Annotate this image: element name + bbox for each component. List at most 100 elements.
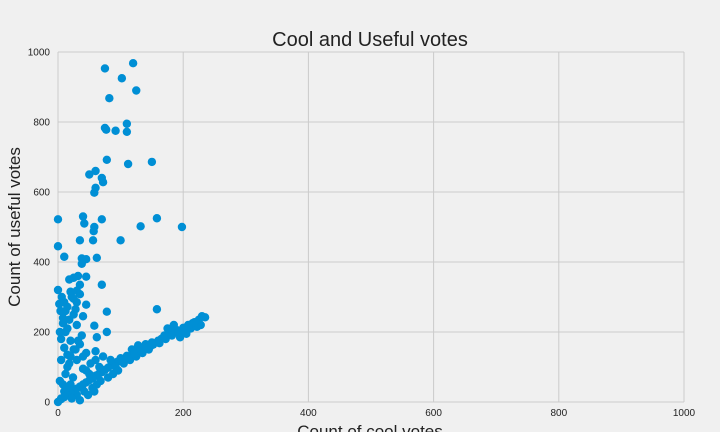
x-axis-label: Count of cool votes: [297, 422, 443, 432]
scatter-point: [85, 170, 94, 179]
scatter-point: [72, 298, 81, 307]
x-tick-label: 1000: [673, 408, 696, 419]
y-tick-label: 600: [33, 188, 50, 199]
scatter-point: [155, 339, 164, 348]
x-tick-label: 600: [425, 408, 442, 419]
scatter-point: [167, 331, 177, 340]
scatter-point: [102, 125, 111, 134]
scatter-point: [77, 331, 86, 340]
scatter-point: [128, 59, 138, 68]
scatter-point: [60, 343, 69, 352]
scatter-point: [61, 327, 70, 337]
x-tick-label: 800: [550, 408, 567, 419]
scatter-point: [98, 178, 108, 187]
scatter-point: [56, 306, 65, 316]
scatter-point: [66, 352, 75, 361]
data-points: [53, 59, 210, 407]
scatter-point: [66, 336, 75, 345]
scatter-point: [61, 369, 70, 379]
scatter-point: [122, 127, 132, 136]
scatter-point: [60, 252, 69, 261]
scatter-point: [142, 343, 152, 353]
scatter-point: [56, 395, 66, 404]
scatter-point: [97, 280, 107, 289]
scatter-point: [190, 318, 199, 327]
y-tick-label: 0: [44, 398, 50, 409]
chart-title: Cool and Useful votes: [272, 29, 468, 51]
scatter-point: [106, 355, 115, 365]
scatter-point: [163, 324, 172, 333]
scatter-point: [173, 328, 183, 337]
scatter-point: [58, 313, 68, 323]
scatter-point: [105, 94, 114, 103]
scatter-point: [75, 290, 85, 299]
scatter-point: [113, 366, 123, 375]
scatter-point: [96, 376, 105, 386]
scatter-point: [116, 236, 125, 245]
scatter-point: [91, 347, 100, 356]
scatter-point: [78, 212, 88, 221]
scatter-point: [72, 355, 81, 365]
scatter-point: [78, 312, 88, 321]
scatter-point: [67, 394, 76, 403]
scatter-point: [122, 119, 132, 128]
scatter-point: [90, 387, 99, 396]
scatter-point: [152, 305, 162, 314]
scatter-point: [75, 396, 85, 405]
y-tick-label: 1000: [28, 48, 51, 59]
scatter-point: [53, 215, 63, 224]
scatter-point: [117, 356, 127, 365]
scatter-point: [92, 253, 102, 262]
scatter-point: [57, 292, 66, 302]
scatter-point: [72, 320, 81, 330]
scatter-point: [184, 320, 193, 330]
scatter-point: [92, 333, 102, 342]
scatter-point: [152, 214, 162, 223]
x-tick-label: 200: [175, 408, 192, 419]
y-axis-ticks: 0 200 400 600 800 1000: [28, 48, 51, 409]
scatter-point: [97, 215, 107, 224]
scatter-point: [86, 359, 95, 368]
scatter-point: [147, 157, 157, 167]
x-axis-ticks: 0 200 400 600 800 1000: [55, 408, 695, 419]
scatter-point: [161, 334, 170, 344]
scatter-point: [83, 390, 93, 400]
scatter-point: [65, 359, 74, 368]
scatter-point: [90, 188, 99, 197]
scatter-point: [123, 159, 133, 169]
scatter-point: [91, 166, 100, 176]
scatter-point: [88, 236, 98, 245]
y-tick-label: 200: [33, 328, 50, 339]
scatter-point: [98, 352, 108, 361]
scatter-point: [71, 345, 80, 354]
scatter-point: [78, 352, 88, 361]
scatter-point: [75, 236, 85, 245]
scatter-point: [77, 259, 86, 268]
scatter-point: [90, 321, 99, 330]
scatter-point: [123, 353, 133, 362]
scatter-point: [62, 383, 71, 393]
scatter-point: [102, 307, 112, 316]
scatter-point: [56, 355, 66, 365]
scatter-point: [80, 219, 89, 228]
scatter-point: [148, 340, 158, 349]
scatter-point: [111, 126, 120, 135]
scatter-point: [81, 300, 91, 309]
x-tick-label: 400: [300, 408, 317, 419]
scatter-point: [65, 275, 74, 284]
scatter-point: [132, 86, 141, 95]
scatter-point: [102, 327, 112, 337]
scatter-point: [95, 362, 104, 372]
scatter-point: [117, 74, 127, 83]
scatter-point: [169, 320, 179, 330]
y-tick-label: 400: [33, 258, 50, 269]
scatter-point: [89, 227, 98, 236]
scatter-point: [56, 334, 66, 344]
scatter-point: [177, 222, 187, 232]
scatter-point: [81, 366, 91, 375]
scatter-point: [53, 242, 63, 251]
scatter-point: [68, 373, 78, 382]
scatter-point: [136, 222, 145, 231]
scatter-point: [130, 349, 139, 358]
